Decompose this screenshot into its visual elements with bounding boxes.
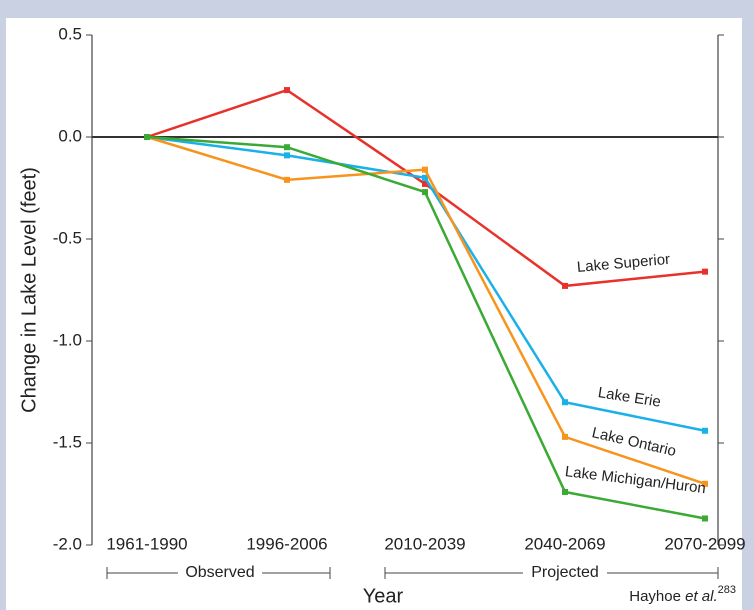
point	[422, 174, 428, 181]
credit-etal: et al.	[685, 588, 718, 605]
y-tick-label: -1.5	[53, 432, 82, 451]
y-tick-label: -1.0	[53, 330, 82, 349]
y-tick-label: 0.5	[58, 24, 82, 43]
y-tick-label: -0.5	[53, 228, 82, 247]
x-tick-label: 2070-2099	[664, 534, 745, 553]
credit-ref: 283	[718, 584, 736, 596]
point	[702, 515, 708, 522]
point	[422, 166, 428, 173]
credit: Hayhoe et al.283	[629, 584, 736, 605]
x-tick-label: 2040-2069	[524, 534, 605, 553]
x-tick-label: 1996-2006	[246, 534, 327, 553]
point	[702, 480, 708, 487]
point	[702, 427, 708, 434]
plot-background	[6, 18, 742, 610]
point	[562, 282, 568, 289]
point	[422, 189, 428, 196]
point	[144, 134, 150, 140]
period-label: Observed	[185, 564, 254, 581]
point	[702, 268, 708, 275]
point	[562, 433, 568, 440]
y-axis-label: Change in Lake Level (feet)	[18, 167, 40, 413]
bracket-gap	[178, 563, 262, 583]
x-axis-label: Year	[363, 585, 404, 607]
point	[562, 488, 568, 495]
point	[284, 144, 290, 151]
point	[284, 87, 290, 94]
credit-author: Hayhoe	[629, 588, 681, 605]
y-tick-label: -2.0	[53, 534, 82, 553]
point	[562, 399, 568, 406]
period-label: Projected	[531, 564, 599, 581]
x-tick-label: 1961-1990	[106, 534, 187, 553]
point	[284, 152, 290, 159]
bracket-gap	[523, 563, 607, 583]
point	[284, 176, 290, 183]
x-tick-label: 2010-2039	[384, 534, 465, 553]
y-tick-label: 0.0	[58, 126, 82, 145]
point	[422, 180, 428, 187]
